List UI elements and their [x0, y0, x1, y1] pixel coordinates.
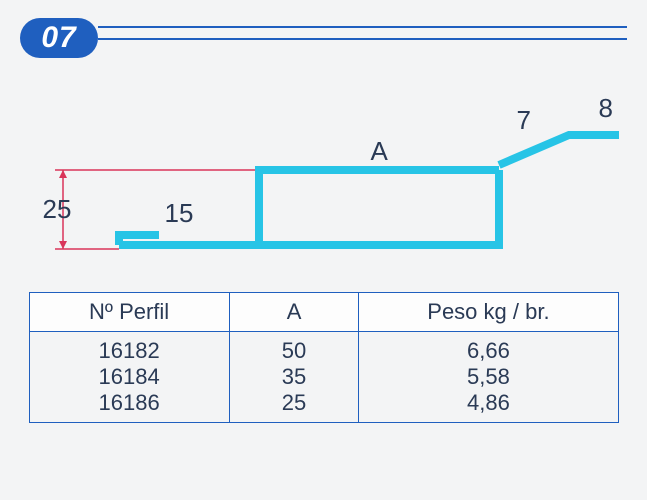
header: 07 [20, 18, 627, 60]
label-flap-8: 8 [599, 93, 613, 124]
col-header: Peso kg / br. [359, 293, 618, 332]
section-badge: 07 [20, 18, 98, 58]
label-height-25: 25 [43, 194, 72, 225]
table-cell: 6,665,584,86 [359, 332, 618, 423]
profile-inner-wall [259, 135, 619, 245]
header-rule-bot [98, 38, 627, 40]
table-row: 1618216184161865035256,665,584,86 [29, 332, 618, 423]
spec-table-head: Nº Perfil A Peso kg / br. [29, 293, 618, 332]
col-header: A [229, 293, 359, 332]
table-cell: 161821618416186 [29, 332, 229, 423]
col-header: Nº Perfil [29, 293, 229, 332]
label-flap-7: 7 [517, 105, 531, 136]
label-height-15: 15 [165, 198, 194, 229]
label-segment-A: A [371, 136, 388, 167]
spec-table: Nº Perfil A Peso kg / br. 16182161841618… [29, 292, 619, 423]
profile-diagram: 25 15 A 7 8 [29, 90, 619, 270]
table-cell: 503525 [229, 332, 359, 423]
spec-table-body: 1618216184161865035256,665,584,86 [29, 332, 618, 423]
header-rule-top [98, 26, 627, 28]
